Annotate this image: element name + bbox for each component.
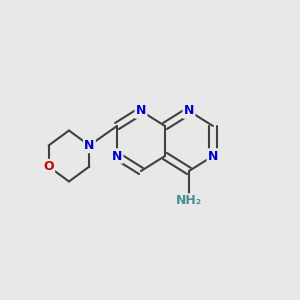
Text: N: N [84, 139, 94, 152]
Text: N: N [184, 104, 194, 118]
Text: O: O [43, 160, 54, 173]
Text: N: N [112, 149, 122, 163]
Text: N: N [208, 149, 218, 163]
Text: NH₂: NH₂ [176, 194, 202, 208]
Text: N: N [136, 104, 146, 118]
